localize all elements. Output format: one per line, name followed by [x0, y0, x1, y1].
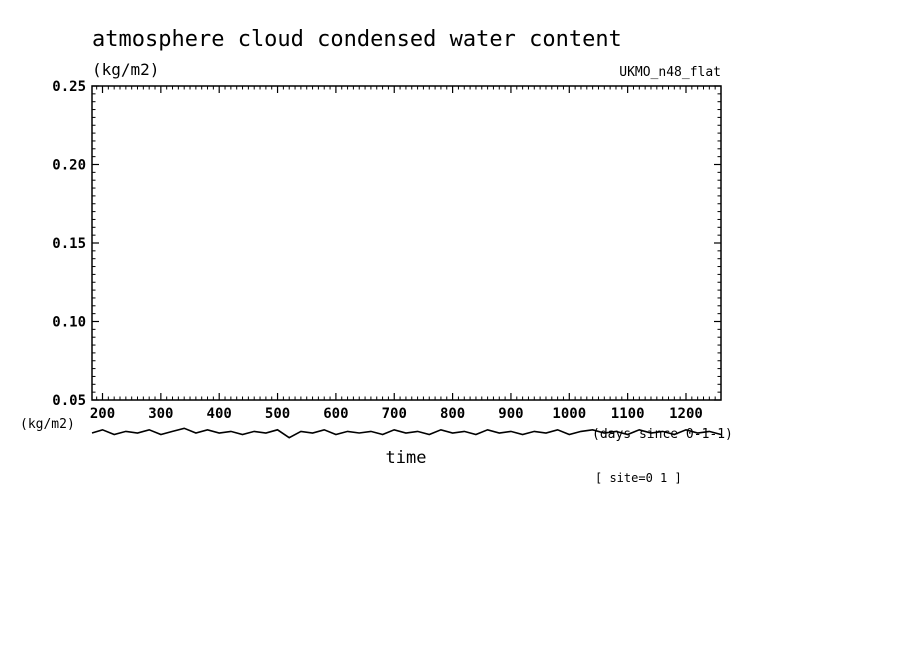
x-tick-label: 800 — [440, 406, 465, 422]
x-tick-label: 400 — [207, 406, 232, 422]
y-tick-label: 0.05 — [52, 393, 86, 409]
y-tick-label: 0.10 — [52, 315, 86, 331]
x-axis-label: time — [386, 448, 427, 468]
x-axis-ticks: 200 300 400 500 600 700 800 900 1000 1100 1200 — [90, 86, 716, 422]
y-axis-ticks: 0.05 0.10 0.15 0.20 0.25 — [52, 79, 721, 409]
series-line — [91, 427, 722, 439]
x-tick-label: 700 — [382, 406, 407, 422]
y-tick-label: 0.25 — [52, 79, 86, 95]
site-label: [ site=0 1 ] — [595, 471, 682, 485]
x-axis-units: (days since 0-1-1) — [592, 427, 733, 442]
plot-frame — [91, 85, 722, 401]
y-axis-label-lower: (kg/m2) — [20, 417, 75, 432]
x-tick-label: 1000 — [552, 406, 586, 422]
y-tick-label: 0.15 — [52, 236, 86, 252]
x-tick-label: 600 — [323, 406, 348, 422]
chart-title: atmosphere cloud condensed water content — [92, 27, 622, 52]
y-tick-label: 0.20 — [52, 158, 86, 174]
model-label: UKMO_n48_flat — [619, 65, 721, 80]
x-tick-label: 900 — [498, 406, 523, 422]
y-axis-label: (kg/m2) — [92, 60, 159, 79]
x-tick-label: 1100 — [611, 406, 645, 422]
x-tick-label: 500 — [265, 406, 290, 422]
x-tick-label: 200 — [90, 406, 115, 422]
x-tick-label: 300 — [148, 406, 173, 422]
x-tick-label: 1200 — [669, 406, 703, 422]
